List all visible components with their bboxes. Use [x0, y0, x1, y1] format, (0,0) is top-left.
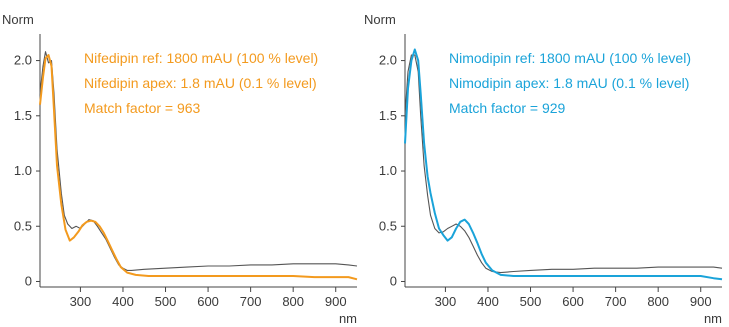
y-tick-label: 1.5 [379, 108, 397, 123]
x-axis-title: nm [339, 311, 357, 326]
x-tick-label: 300 [435, 294, 457, 309]
annotation-text: Nimodipin apex: 1.8 mAU (0.1 % level) [449, 75, 689, 91]
x-tick-label: 600 [562, 294, 584, 309]
y-tick-label: 0 [390, 273, 397, 288]
x-tick-label: 500 [155, 294, 177, 309]
reference-spectrum-line [404, 48, 723, 281]
x-tick-label: 800 [282, 294, 304, 309]
x-tick-label: 400 [112, 294, 134, 309]
y-tick-label: 0.5 [379, 218, 397, 233]
y-tick-label: 0.5 [14, 218, 32, 233]
annotation-text: Match factor = 963 [84, 100, 201, 116]
y-axis-title: Norm [2, 12, 34, 27]
x-tick-label: 600 [197, 294, 219, 309]
x-tick-label: 900 [325, 294, 347, 309]
x-tick-label: 800 [647, 294, 669, 309]
annotation-text: Nifedipin ref: 1800 mAU (100 % level) [84, 50, 318, 66]
x-tick-label: 700 [605, 294, 627, 309]
annotation-text: Nifedipin apex: 1.8 mAU (0.1 % level) [84, 75, 317, 91]
y-tick-label: 1.5 [14, 108, 32, 123]
y-axis-title: Norm [364, 12, 396, 27]
y-tick-label: 1.0 [379, 163, 397, 178]
y-tick-label: 1.0 [14, 163, 32, 178]
y-tick-label: 0 [25, 273, 32, 288]
apex-spectrum-line [404, 54, 723, 274]
annotation-text: Match factor = 929 [449, 100, 566, 116]
x-tick-label: 900 [690, 294, 712, 309]
chart-nifedipin: 0 0.5 1.0 1.5 2.0 300 400 500 600 700 800 900 Norm nm… [2, 12, 358, 326]
y-tick-label: 2.0 [379, 53, 397, 68]
y-tick-label: 2.0 [14, 53, 32, 68]
x-tick-label: 400 [477, 294, 499, 309]
reference-spectrum-line [39, 54, 358, 281]
x-axis-title: nm [704, 311, 722, 326]
x-tick-label: 500 [520, 294, 542, 309]
x-tick-label: 700 [240, 294, 262, 309]
chart-nimodipin: 0 0.5 1.0 1.5 2.0 300 400 500 600 700 800 900 Norm nm… [364, 12, 723, 326]
x-tick-label: 300 [70, 294, 92, 309]
annotation-text: Nimodipin ref: 1800 mAU (100 % level) [449, 50, 691, 66]
